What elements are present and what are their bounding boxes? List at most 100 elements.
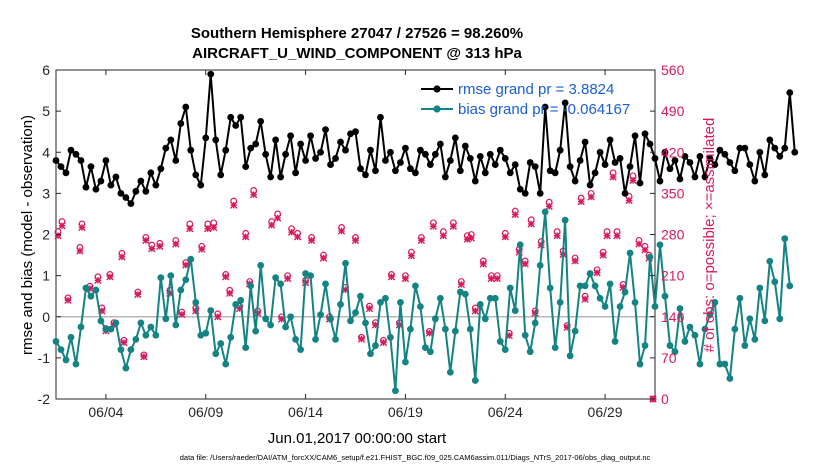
bias-point — [706, 311, 714, 319]
rmse-point — [721, 150, 729, 158]
rmse-point — [52, 157, 60, 164]
rmse-point — [87, 163, 95, 171]
bias-line — [55, 210, 791, 392]
rmse-point — [247, 144, 255, 152]
bias-point — [611, 338, 619, 345]
bias-point — [292, 335, 299, 343]
bias-point — [337, 301, 344, 308]
rmse-point — [282, 150, 290, 158]
bias-point — [132, 335, 140, 343]
bias-point — [167, 272, 175, 280]
x-tick-label: 06/04 — [88, 404, 123, 420]
rmse-point — [407, 165, 414, 173]
rmse-point — [581, 138, 589, 146]
bias-point — [282, 323, 290, 331]
rmse-point — [357, 165, 364, 173]
bias-point — [357, 292, 364, 300]
rmse-point — [551, 169, 559, 177]
rmse-point — [102, 157, 110, 164]
obs-assimilated-point — [581, 295, 589, 303]
rmse-point — [606, 136, 614, 144]
bias-point — [137, 319, 145, 327]
bias-point — [222, 360, 230, 368]
obs-assimilated-point — [182, 261, 190, 269]
bias-point — [676, 305, 684, 312]
rmse-point — [766, 136, 774, 144]
rmse-point — [207, 70, 215, 78]
bias-point — [571, 327, 579, 335]
rmse-point — [307, 132, 314, 140]
obs-assimilated-point — [120, 338, 128, 347]
x-tick-label: 06/24 — [488, 404, 523, 420]
rmse-point — [731, 167, 739, 175]
bias-point — [601, 303, 609, 310]
rmse-series — [52, 70, 799, 208]
bias-point — [511, 307, 519, 314]
bias-point — [352, 309, 359, 317]
bias-point — [691, 331, 699, 339]
rmse-point — [62, 169, 70, 177]
bias-point — [526, 348, 534, 356]
rmse-point — [756, 148, 764, 156]
obs-assimilated-point — [357, 335, 366, 343]
x-axis: 06/04 06/09 06/14 06/19 06/24 06/29 — [88, 70, 623, 420]
rmse-point — [631, 132, 639, 140]
rmse-point — [481, 169, 489, 177]
obs-assimilated-point — [156, 242, 164, 250]
bias-point — [217, 340, 225, 347]
bias-point — [586, 270, 594, 277]
bias-point — [461, 290, 469, 298]
bias-point — [172, 321, 180, 329]
rmse-point — [392, 167, 399, 175]
bias-point — [501, 346, 509, 354]
bias-point — [62, 356, 70, 364]
bias-point — [516, 241, 524, 249]
bias-point — [327, 315, 334, 323]
y-right-tick-label: 350 — [661, 185, 685, 201]
obs-assimilated-point — [379, 338, 388, 347]
bias-point — [781, 235, 789, 243]
y-right-tick-label: 210 — [661, 268, 685, 284]
bias-point — [606, 280, 614, 288]
rmse-point — [367, 146, 374, 154]
rmse-point — [287, 132, 295, 140]
bias-point — [476, 301, 484, 308]
rmse-point — [541, 103, 549, 111]
bias-point — [636, 360, 644, 368]
bias-point — [596, 294, 604, 302]
rmse-point — [436, 140, 444, 148]
bias-point — [491, 294, 499, 302]
obs-assimilated-point — [635, 240, 643, 248]
rmse-point — [506, 169, 514, 177]
bias-point — [566, 352, 574, 360]
y-left-tick-label: -2 — [38, 391, 51, 407]
rmse-point — [571, 177, 579, 185]
bias-point — [297, 346, 304, 354]
bias-point — [287, 313, 295, 321]
rmse-point — [212, 136, 220, 144]
rmse-point — [516, 185, 524, 193]
rmse-point — [431, 150, 439, 158]
y-left-tick-label: 3 — [42, 185, 50, 201]
bias-point — [711, 298, 719, 306]
bias-point — [581, 282, 589, 290]
bias-point — [127, 346, 135, 354]
bias-point — [82, 284, 90, 292]
bias-point — [392, 387, 399, 395]
bias-point — [441, 325, 449, 333]
bias-point — [382, 294, 389, 302]
bias-point — [421, 344, 429, 351]
obs-assimilated-point — [76, 247, 84, 255]
rmse-point — [676, 175, 684, 183]
rmse-point — [277, 173, 285, 181]
obs-assimilated-point — [471, 307, 479, 315]
rmse-point — [751, 177, 759, 185]
legend: rmse grand pr = 3.8824 bias grand pr = -… — [421, 81, 630, 118]
rmse-point — [536, 189, 544, 197]
bias-point — [761, 317, 769, 325]
bias-point — [651, 303, 659, 310]
obs-assimilated-point — [118, 253, 126, 261]
bias-point — [72, 360, 80, 368]
obs-assimilated-point — [94, 276, 102, 285]
rmse-point — [671, 157, 679, 164]
